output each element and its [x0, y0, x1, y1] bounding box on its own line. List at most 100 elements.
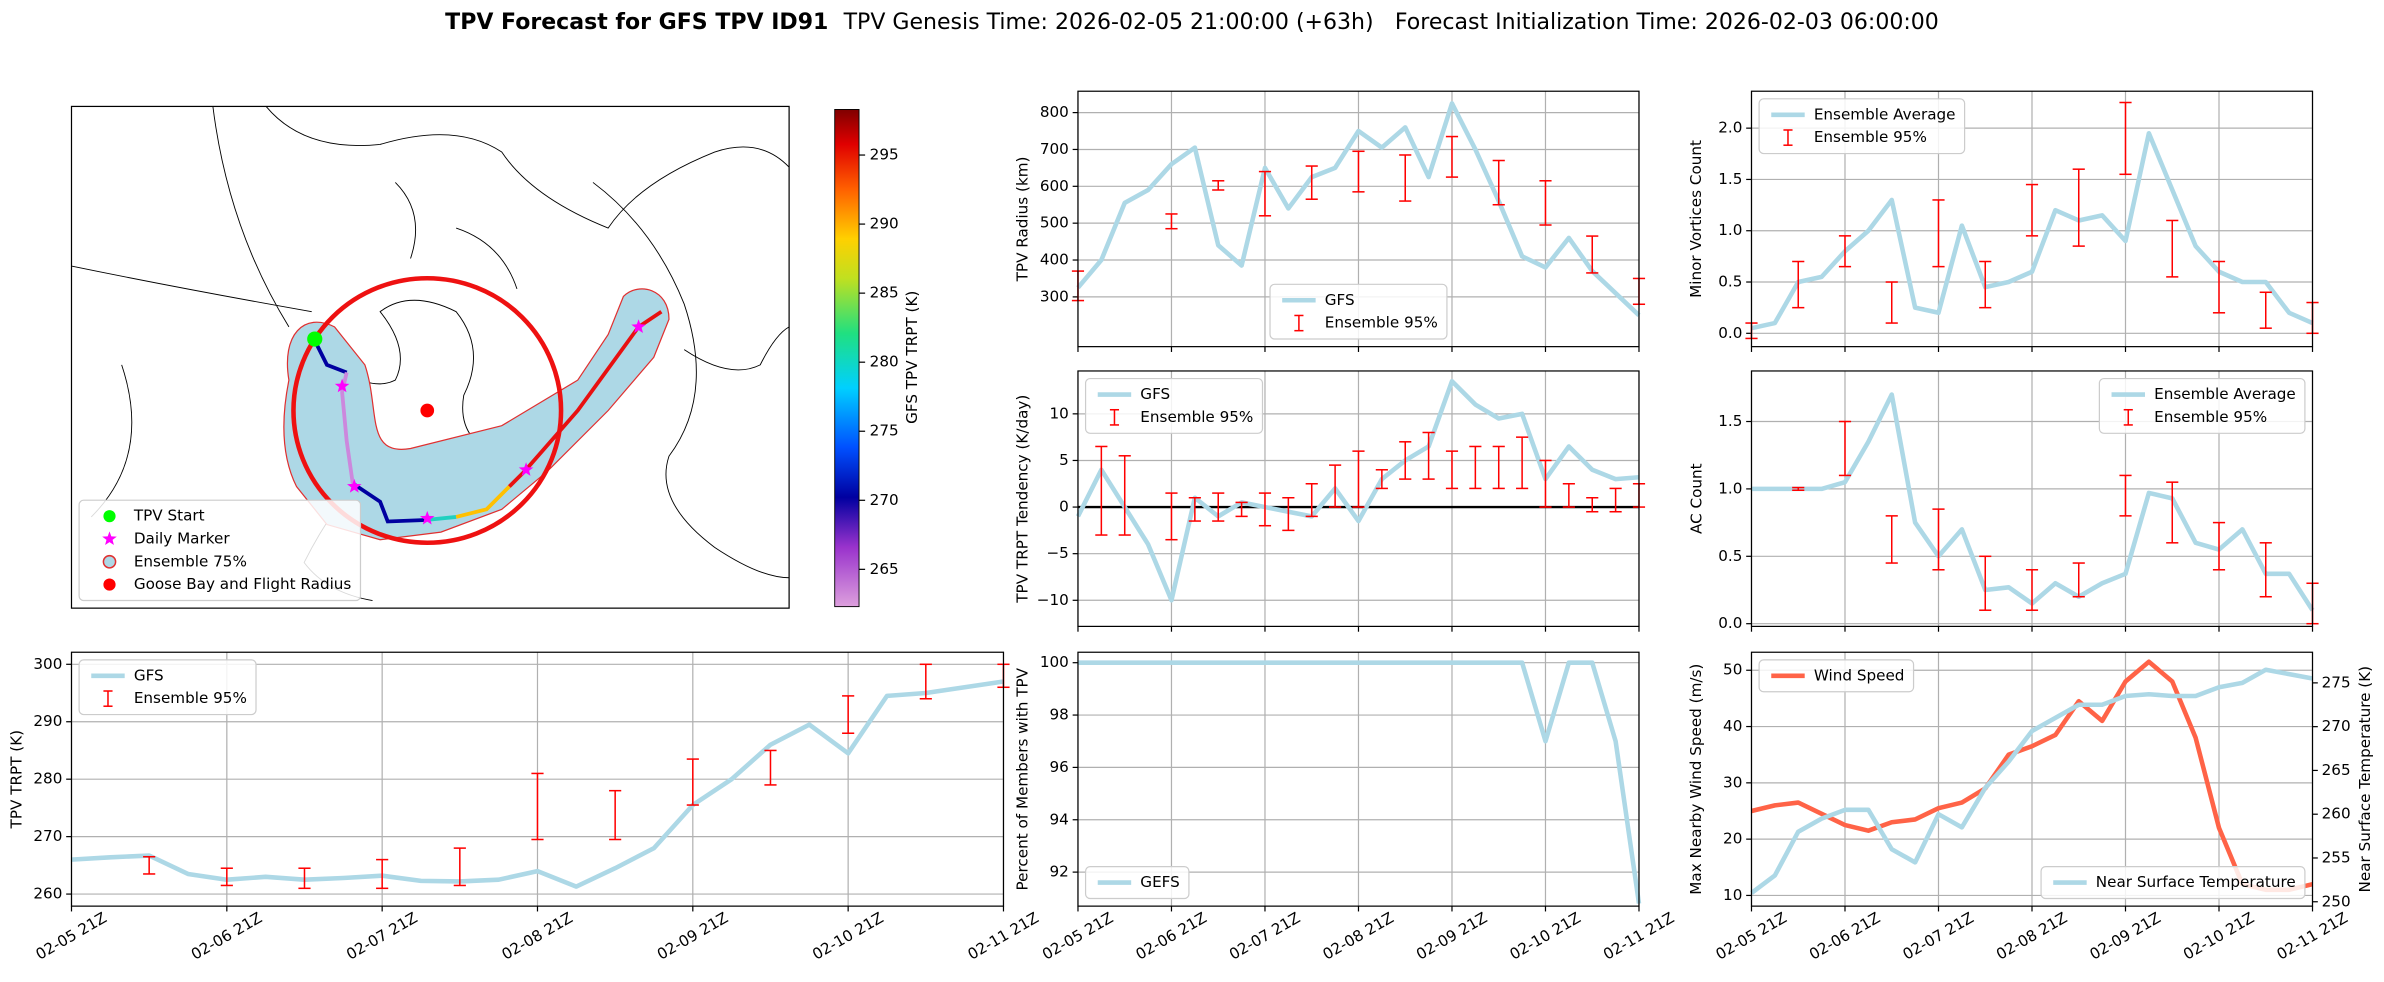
error-bar	[1118, 455, 1131, 536]
error-bar	[1792, 260, 1805, 309]
axes-frame	[1750, 90, 2314, 348]
legend-label: Ensemble 95%	[1814, 128, 1927, 146]
legend-label: Ensemble Average	[1814, 105, 1956, 123]
y-tick-label: 600	[1040, 177, 1069, 195]
title-init: Forecast Initialization Time: 2026-02-03…	[1395, 10, 1939, 35]
figure-title: TPV Forecast for GFS TPV ID91 TPV Genesis…	[445, 10, 1939, 35]
y-tick-label: 0.5	[1718, 273, 1742, 291]
error-bar	[1838, 235, 1852, 268]
error-bar	[2119, 101, 2132, 176]
axes-frame	[1750, 651, 2314, 907]
y-tick-label: 0	[1059, 498, 1069, 516]
error-bar	[1539, 459, 1552, 508]
x-tick-label: 02-10 21Z	[1507, 909, 1584, 964]
y-axis-label: TPV Radius (km)	[1014, 157, 1032, 283]
y-tick-label: 20	[1723, 830, 1742, 848]
error-bar	[1445, 450, 1459, 490]
x-tick-label: 02-05 21Z	[33, 909, 110, 964]
error-bar	[1212, 180, 1225, 191]
legend-label: Ensemble 95%	[1140, 408, 1253, 426]
legend-label: Ensemble Average	[2154, 385, 2296, 403]
legend-label: GFS	[1325, 291, 1355, 309]
y-tick-label: 270	[33, 827, 62, 845]
error-bar	[2259, 542, 2272, 598]
x-tick-label: 02-08 21Z	[499, 909, 576, 964]
y-tick-label: 300	[1040, 287, 1069, 305]
error-bar	[2025, 569, 2039, 611]
y-tick-label: 2.0	[1718, 119, 1742, 137]
x-tick-label: 02-09 21Z	[2087, 909, 2164, 964]
error-bar	[2072, 168, 2085, 247]
x-tick-label: 02-09 21Z	[1413, 909, 1490, 964]
x-tick-label: 02-11 21Z	[1600, 909, 1677, 964]
y-tick-label: 280	[33, 770, 62, 788]
title-genesis: TPV Genesis Time: 2026-02-05 21:00:00 (+…	[843, 10, 1374, 35]
error-bar	[1282, 496, 1295, 532]
series-line	[1077, 660, 1642, 904]
error-bar	[143, 855, 156, 875]
legend-box	[1084, 865, 1190, 900]
legend-box	[1758, 98, 1966, 155]
error-bar	[1979, 555, 1992, 611]
y2-tick-label: 270	[2322, 717, 2351, 735]
error-bar	[2212, 521, 2226, 571]
y-tick-label: 1.5	[1718, 170, 1742, 188]
legend-label: Daily Marker	[134, 529, 231, 547]
error-bar	[1586, 496, 1599, 513]
y-tick-label: 0.5	[1718, 547, 1742, 565]
y2-axis-label: Near Surface Temperature (K)	[2356, 666, 2374, 893]
error-bar	[1492, 159, 1505, 206]
legend-box	[2098, 377, 2306, 434]
track	[340, 372, 355, 484]
daily-marker	[631, 319, 646, 333]
error-bar	[1399, 154, 1412, 202]
y-axis-label: TPV TRPT Tendency (K/day)	[1014, 395, 1032, 604]
error-bar	[220, 867, 233, 887]
x-tick-label: 02-10 21Z	[2180, 909, 2257, 964]
legend-marker	[102, 554, 117, 569]
error-bar	[1399, 441, 1412, 480]
axes-frame	[70, 651, 1005, 907]
legend-box	[78, 499, 362, 602]
y-tick-label: 10	[1723, 886, 1742, 904]
x-tick-label: 02-10 21Z	[809, 909, 886, 964]
track	[455, 485, 511, 519]
error-bar	[2072, 562, 2085, 598]
error-bar	[2259, 291, 2272, 329]
colorbar-tick-label: 290	[870, 215, 899, 233]
error-bar	[1235, 501, 1248, 518]
error-bar	[1792, 486, 1805, 492]
axes-frame	[1077, 370, 1640, 627]
error-bar	[1188, 496, 1201, 522]
colorbar-tick-label: 280	[870, 353, 899, 371]
colorbar-tick-label: 270	[870, 491, 899, 509]
x-tick-label: 02-08 21Z	[1993, 909, 2070, 964]
legend-label: Ensemble 95%	[134, 689, 247, 707]
y2-tick-label: 275	[2322, 673, 2351, 691]
colorbar-tick-label: 295	[870, 146, 899, 164]
y-axis-label: Max Nearby Wind Speed (m/s)	[1687, 664, 1705, 895]
series-line	[1750, 667, 2313, 895]
x-tick-label: 02-06 21Z	[188, 909, 265, 964]
y2-tick-label: 265	[2322, 761, 2351, 779]
y2-tick-label: 250	[2322, 892, 2351, 910]
error-bar	[1562, 483, 1575, 508]
error-bar	[1469, 445, 1482, 490]
coastline	[71, 106, 790, 328]
y-tick-label: 10	[1050, 404, 1069, 422]
legend-label: Near Surface Temperature	[2096, 873, 2296, 891]
colorbar-tick-label: 275	[870, 422, 899, 440]
y-tick-label: 50	[1723, 661, 1742, 679]
y-tick-label: −5	[1046, 544, 1068, 562]
error-bar	[1838, 420, 1852, 477]
y-tick-label: 1.5	[1718, 412, 1742, 430]
legend-label: Ensemble 95%	[2154, 408, 2267, 426]
track	[311, 336, 348, 375]
legend-box	[1758, 659, 1915, 693]
y-tick-label: 100	[1040, 653, 1069, 671]
error-bar	[1586, 235, 1599, 274]
error-bar	[919, 663, 932, 700]
legend-errorbar	[1294, 314, 1304, 332]
y-tick-label: 500	[1040, 214, 1069, 232]
colorbar-tick-label: 285	[870, 284, 899, 302]
